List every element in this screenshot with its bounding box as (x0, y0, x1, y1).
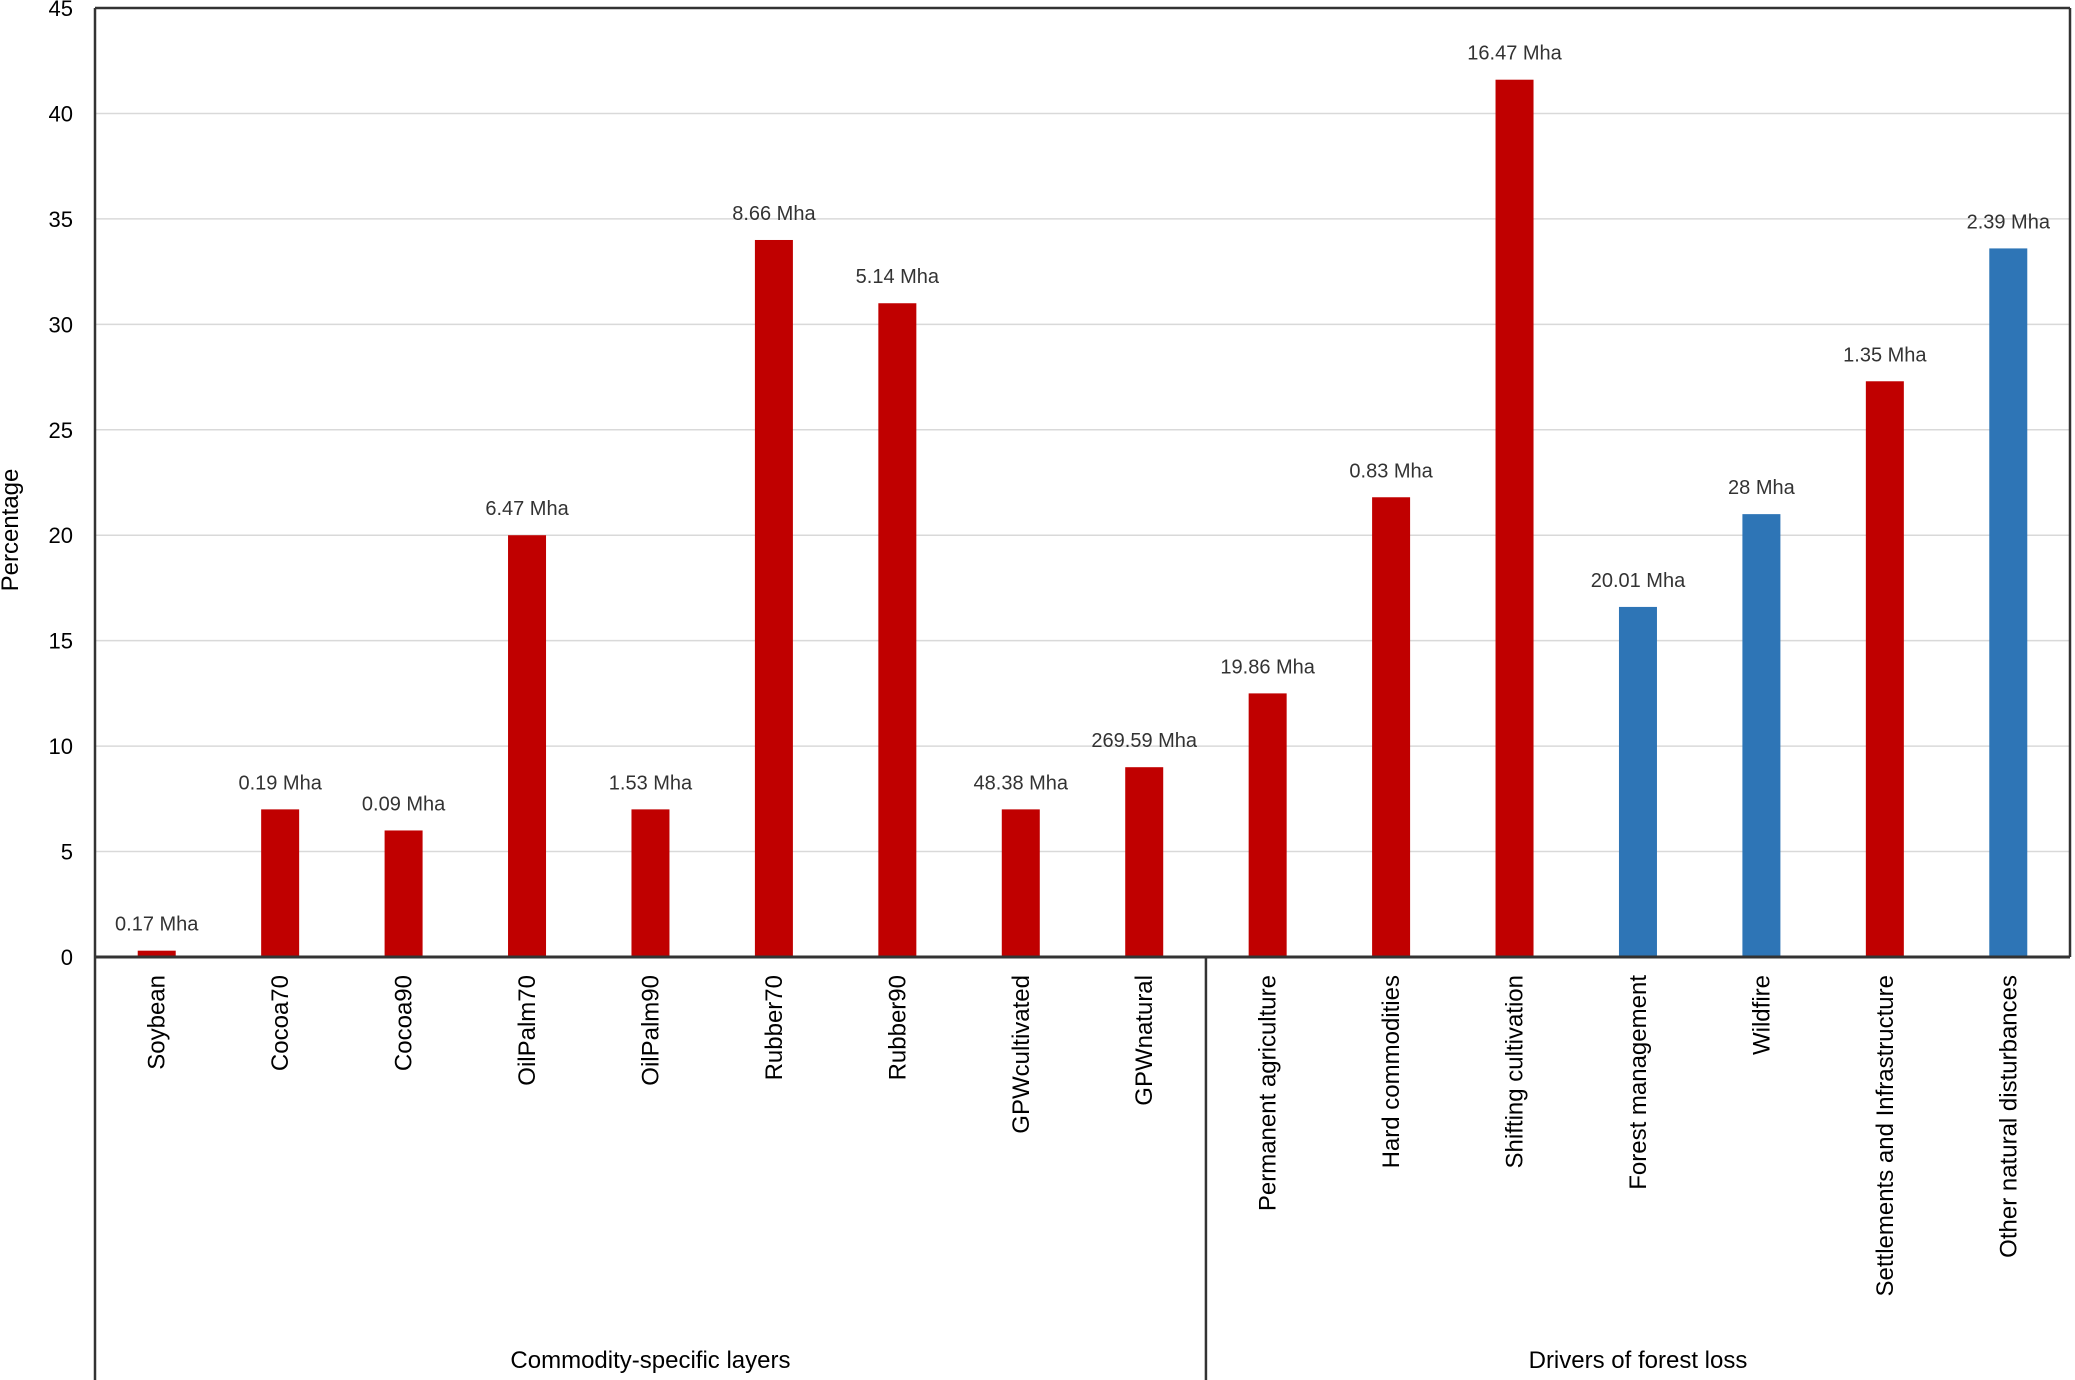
data-label: 28 Mha (1728, 477, 1796, 499)
gridlines (95, 112, 2070, 853)
bar (631, 809, 670, 957)
data-label: 0.83 Mha (1349, 460, 1433, 482)
category-labels: Soybean Cocoa70 Cocoa90 OilPalm70 OilPalm90 R… (144, 975, 2023, 1297)
y-tick-label: 0 (61, 945, 73, 970)
bar (261, 809, 300, 957)
category-label: Shifting cultivation (1502, 975, 1529, 1168)
y-tick-label: 35 (49, 207, 73, 232)
data-label: 8.66 Mha (732, 203, 816, 225)
data-label: 19.86 Mha (1220, 656, 1315, 678)
data-labels: 0.17 Mha 0.19 Mha 0.09 Mha 6.47 Mha 1.53 Mha… (115, 43, 2051, 936)
data-label: 0.09 Mha (362, 793, 446, 815)
bar (1495, 79, 1534, 958)
bar (384, 830, 423, 957)
category-label: GPWnatural (1131, 975, 1158, 1106)
group-label: Drivers of forest loss (1529, 1347, 1748, 1374)
category-label: Forest management (1625, 975, 1652, 1190)
data-label: 0.17 Mha (115, 914, 199, 936)
y-tick-label: 40 (49, 101, 73, 126)
category-label: Other natural disturbances (1995, 975, 2022, 1258)
y-axis-title: Percentage (0, 469, 24, 592)
data-label: 48.38 Mha (974, 772, 1069, 794)
bar (1248, 693, 1287, 957)
bar (1372, 497, 1411, 957)
data-label: 0.19 Mha (238, 772, 322, 794)
bars (137, 79, 2028, 958)
group-labels: Commodity-specific layers Drivers of fore… (510, 957, 1747, 1380)
category-label: OilPalm70 (514, 975, 541, 1086)
bar (1125, 767, 1164, 957)
bar (1865, 381, 1904, 958)
category-label: GPWcultivated (1008, 975, 1035, 1134)
category-label: Cocoa90 (391, 975, 418, 1071)
bar (1001, 809, 1040, 957)
category-label: OilPalm90 (637, 975, 664, 1086)
category-label: Rubber70 (761, 975, 788, 1080)
category-label: Soybean (144, 975, 171, 1070)
y-tick-label: 30 (49, 312, 73, 337)
category-label: Cocoa70 (267, 975, 294, 1071)
category-label: Permanent agriculture (1255, 975, 1282, 1211)
bar (137, 950, 176, 957)
bar (1989, 248, 2028, 957)
y-tick-label: 25 (49, 418, 73, 443)
data-label: 1.35 Mha (1843, 344, 1927, 366)
category-label: Settlements and Infrastructure (1872, 975, 1899, 1297)
y-tick-label: 10 (49, 734, 73, 759)
data-label: 5.14 Mha (856, 266, 940, 288)
bar (878, 303, 917, 957)
data-label: 2.39 Mha (1967, 211, 2051, 233)
bar (508, 535, 547, 957)
data-label: 16.47 Mha (1467, 43, 1562, 65)
bar (754, 239, 793, 957)
data-label: 20.01 Mha (1591, 570, 1686, 592)
y-tick-labels: 0 5 10 15 20 25 30 35 40 45 (49, 0, 73, 970)
data-label: 6.47 Mha (485, 498, 569, 520)
y-tick-label: 45 (49, 0, 73, 21)
y-tick-label: 20 (49, 523, 73, 548)
y-tick-label: 5 (61, 840, 73, 865)
data-label: 1.53 Mha (609, 772, 693, 794)
y-tick-label: 15 (49, 629, 73, 654)
category-label: Wildfire (1748, 975, 1775, 1055)
bar (1742, 514, 1781, 957)
data-label: 269.59 Mha (1091, 730, 1198, 752)
category-label: Rubber90 (884, 975, 911, 1080)
category-label: Hard commodities (1378, 975, 1405, 1168)
bar (1618, 606, 1657, 957)
group-label: Commodity-specific layers (510, 1347, 790, 1374)
axes (93, 6, 2072, 1380)
